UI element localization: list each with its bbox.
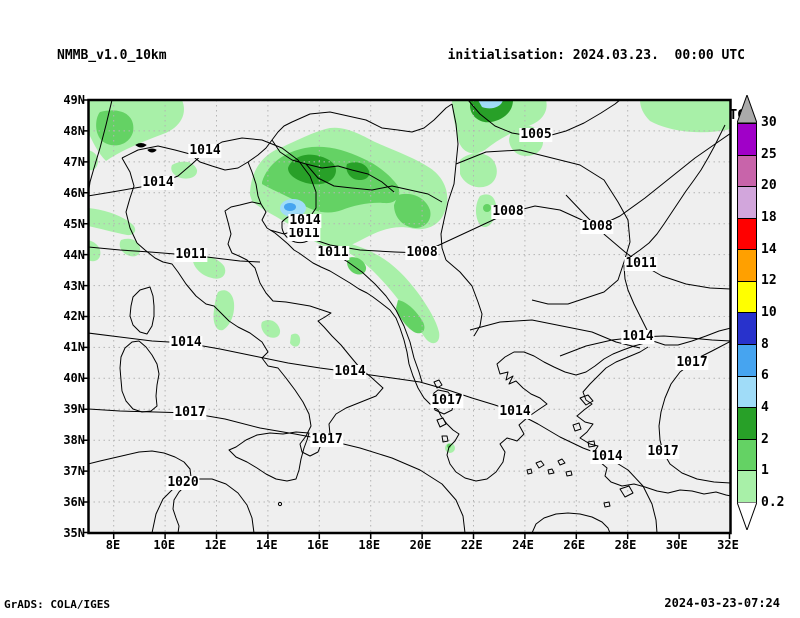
latitude-tick-label: 42N	[63, 309, 85, 324]
longitude-tick-label: 12E	[204, 538, 227, 552]
longitude-axis: 8E 10E 12E 14E 16E 18E 20E 22E 24E 26E 28E 30E 32E	[96, 538, 745, 552]
colorbar-overflow-arrow-down	[737, 502, 757, 530]
longitude-tick-label: 8E	[105, 538, 121, 552]
colorbar-overflow-arrow-up	[737, 95, 757, 123]
colorbar-tick-labels: 30 25 20 18 14 12 10 8 6 4 2 1 0.2	[761, 115, 797, 511]
colorbar-segment	[738, 280, 756, 313]
longitude-tick-label: 30E	[665, 538, 688, 552]
longitude-tick-label: 32E	[717, 538, 739, 552]
model-title: NMMB_v1.0_10km	[57, 48, 167, 63]
coastline-layer	[88, 100, 731, 533]
longitude-tick-label: 14E	[255, 538, 278, 552]
latitude-tick-label: 46N	[63, 185, 85, 200]
colorbar-tick-label: 2	[761, 431, 769, 447]
colorbar-segment	[738, 438, 756, 471]
latitude-tick-label: 49N	[63, 93, 85, 107]
colorbar-segment	[738, 124, 756, 155]
latitude-tick-label: 40N	[63, 371, 85, 386]
colorbar-tick-label: 6	[761, 368, 769, 384]
colorbar-segment	[738, 407, 756, 439]
latitude-axis: 49N 48N 47N 46N 45N 44N 43N 42N 41N 40N 39N 38N 37N 3…	[48, 93, 85, 540]
latitude-tick-label: 41N	[63, 340, 85, 355]
colorbar-segment	[738, 470, 756, 502]
latitude-tick-label: 38N	[63, 433, 85, 448]
init-time-label: initialisation: 2024.03.23. 00:00 UTC	[447, 48, 745, 63]
longitude-tick-label: 24E	[512, 538, 534, 552]
colorbar-tick-label: 0.2	[761, 494, 785, 510]
map-frame	[82, 98, 732, 539]
arrow-up-shape	[737, 95, 757, 123]
colorbar	[737, 123, 757, 503]
colorbar-tick-label: 20	[761, 178, 777, 194]
longitude-tick-label: 22E	[460, 538, 483, 552]
latitude-tick-label: 45N	[63, 216, 85, 231]
colorbar-segment	[738, 217, 756, 250]
colorbar-tick-label: 14	[761, 241, 777, 257]
longitude-tick-label: 18E	[358, 538, 381, 552]
longitude-tick-label: 16E	[307, 538, 329, 552]
colorbar-tick-label: 18	[761, 209, 777, 225]
longitude-tick-label: 28E	[614, 538, 637, 552]
latitude-tick-label: 35N	[63, 525, 85, 540]
latitude-tick-label: 37N	[63, 464, 85, 479]
latitude-tick-label: 39N	[63, 402, 85, 417]
colorbar-tick-label: 1	[761, 463, 769, 479]
colorbar-segment	[738, 312, 756, 345]
arrow-down-shape	[737, 502, 757, 530]
latitude-tick-label: 36N	[63, 494, 85, 509]
colorbar-tick-label: 4	[761, 399, 769, 415]
colorbar-segment	[738, 375, 756, 408]
colorbar-tick-label: 25	[761, 146, 777, 162]
colorbar-tick-label: 10	[761, 304, 777, 320]
colorbar-segment	[738, 344, 756, 376]
colorbar-segment	[738, 154, 756, 187]
longitude-tick-label: 26E	[563, 538, 586, 552]
latitude-tick-label: 43N	[63, 278, 85, 293]
latitude-tick-label: 47N	[63, 154, 85, 169]
colorbar-tick-label: 12	[761, 273, 777, 289]
latitude-tick-label: 48N	[63, 123, 85, 138]
creation-timestamp: 2024-03-23-07:24	[664, 596, 780, 610]
longitude-tick-label: 20E	[409, 538, 432, 552]
colorbar-tick-label: 30	[761, 115, 777, 130]
colorbar-segment	[738, 249, 756, 281]
longitude-tick-label: 10E	[153, 538, 176, 552]
colorbar-tick-label: 8	[761, 336, 769, 352]
grads-credit: GrADS: COLA/IGES	[4, 598, 110, 611]
latitude-tick-label: 44N	[63, 247, 85, 262]
colorbar-segment	[738, 186, 756, 218]
